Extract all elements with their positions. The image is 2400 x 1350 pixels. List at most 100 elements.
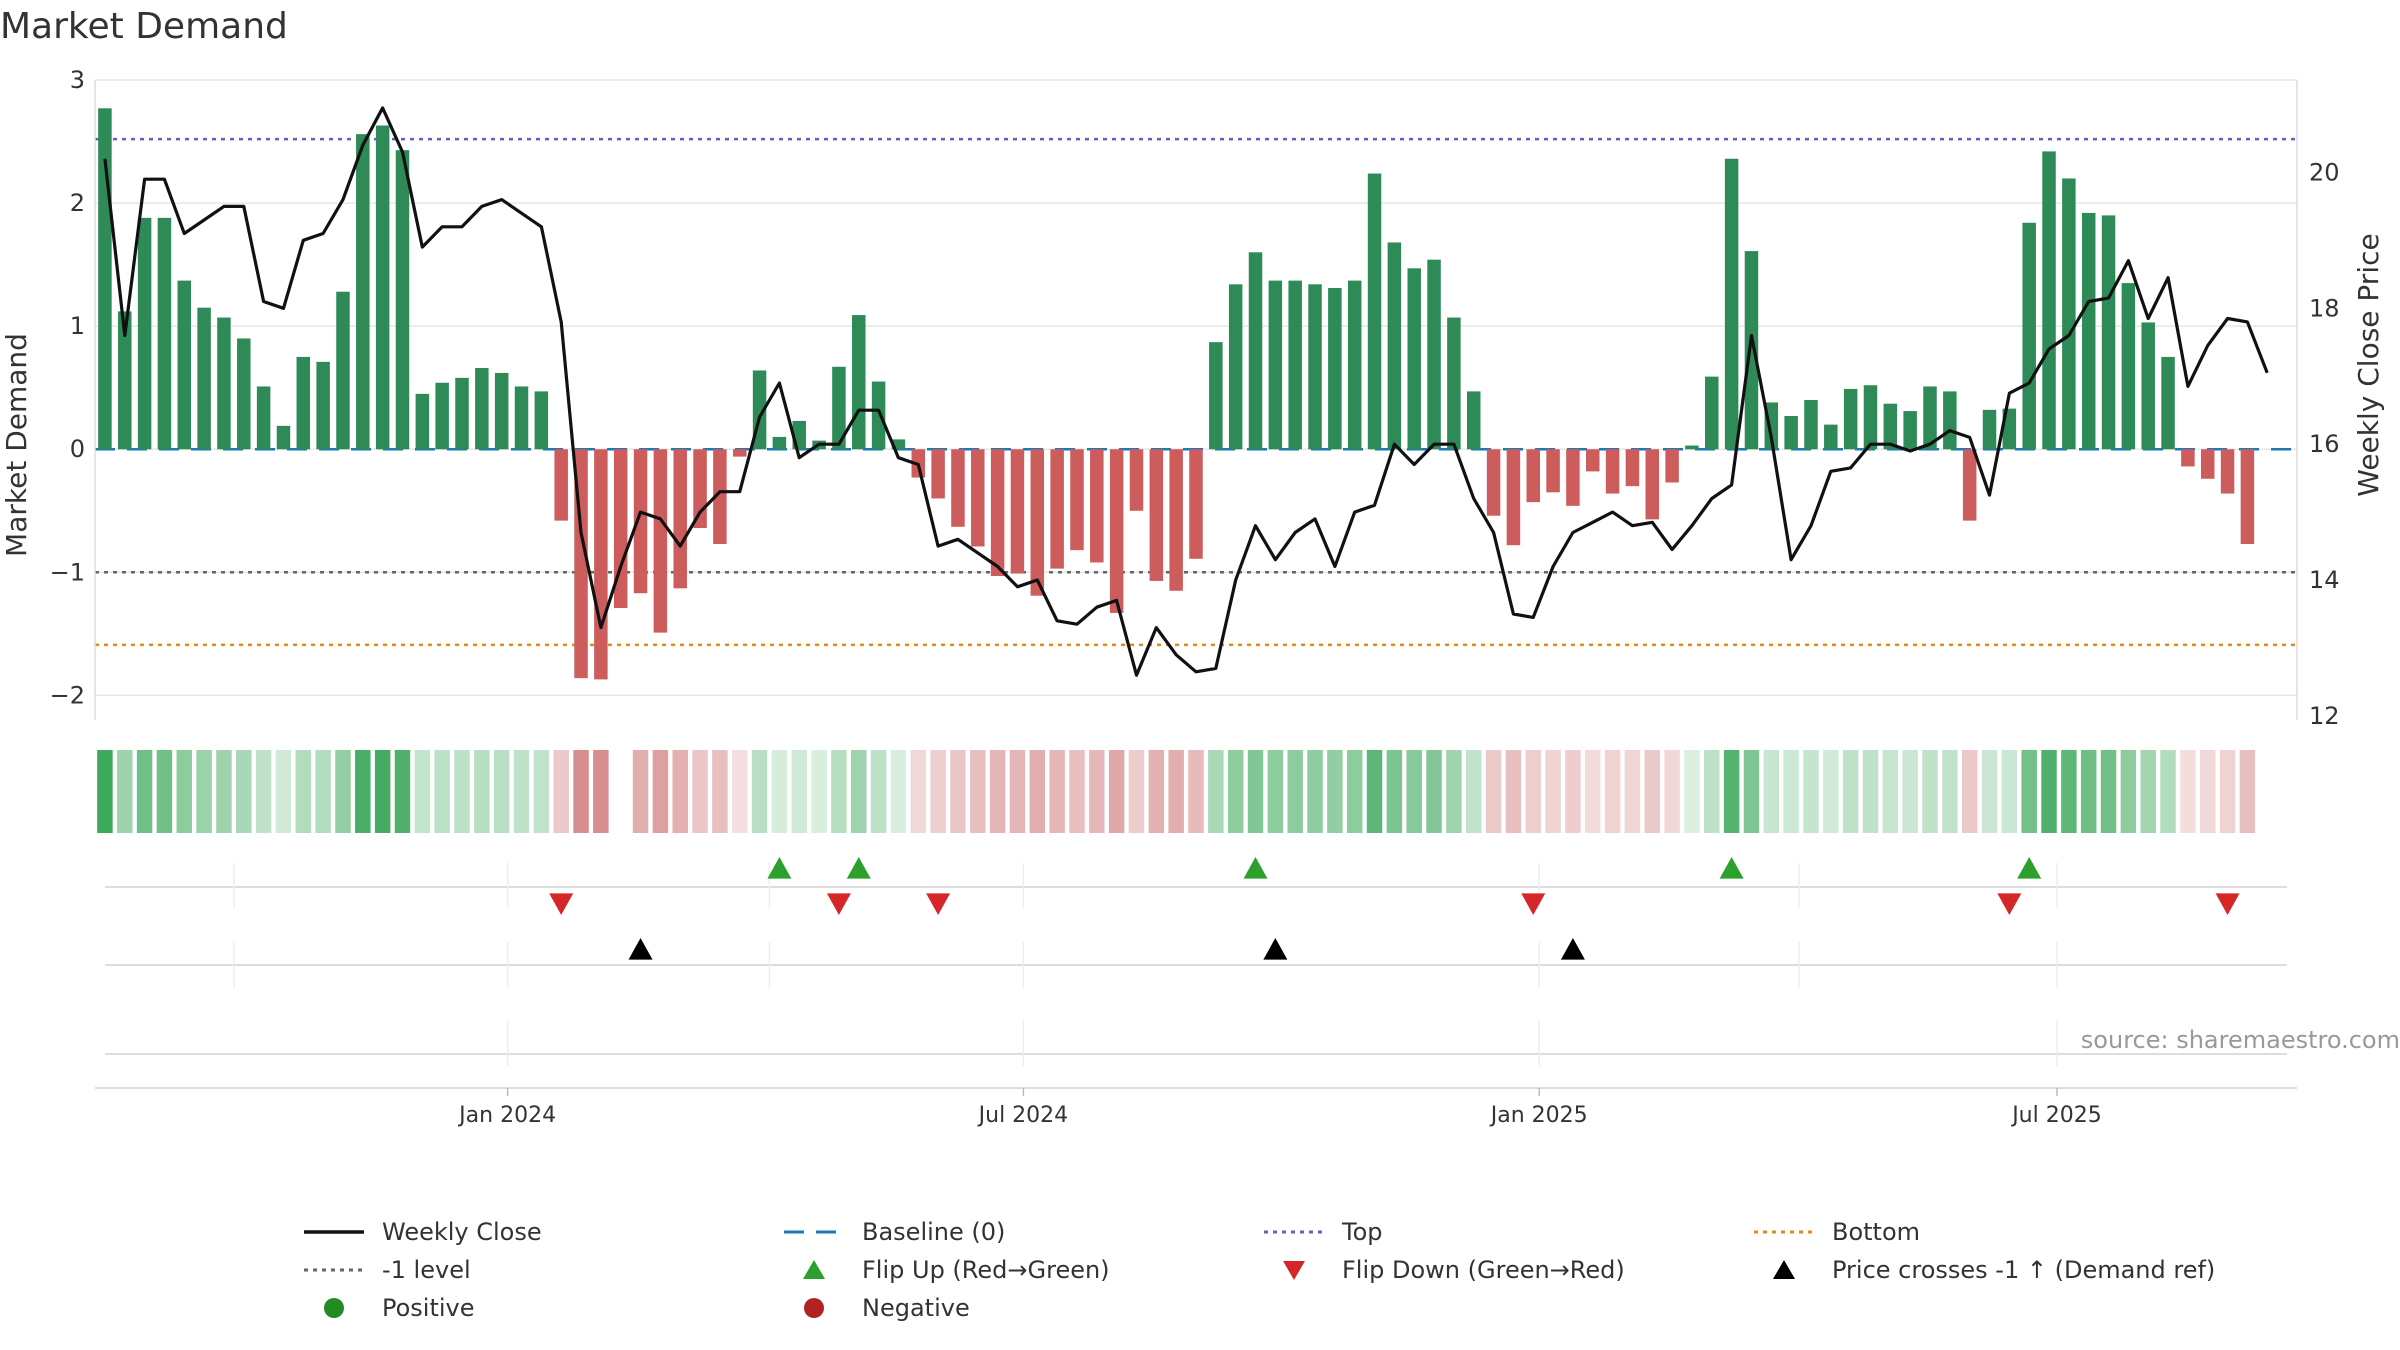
demand-bar-positive xyxy=(2062,178,2076,450)
legend-price-cross: Price crosses -1 ↑ (Demand ref) xyxy=(1750,1252,2215,1288)
legend-label: -1 level xyxy=(382,1256,471,1284)
strip-cell-positive xyxy=(1783,750,1799,833)
strip-cell-positive xyxy=(771,750,788,833)
demand-bar-negative xyxy=(1645,449,1660,520)
demand-bar-negative xyxy=(1506,449,1521,546)
x-tick-label: Jan 2025 xyxy=(1489,1103,1588,1128)
demand-bar-negative xyxy=(1070,449,1084,551)
demand-bar-positive xyxy=(1843,388,1858,450)
strip-cell-positive xyxy=(196,750,212,833)
strip-cell-positive xyxy=(1684,750,1700,833)
strip-cell-negative xyxy=(1525,750,1541,833)
demand-bar-positive xyxy=(356,134,370,450)
strip-cell-positive xyxy=(1465,750,1482,833)
legend-line-solid-icon xyxy=(304,1230,364,1234)
demand-bar-positive xyxy=(296,356,311,450)
demand-bar-negative xyxy=(2220,449,2235,494)
strip-cell-negative xyxy=(712,750,728,833)
legend-label: Flip Up (Red→Green) xyxy=(862,1256,1110,1284)
legend-positive: Positive xyxy=(300,1290,475,1326)
demand-bar-positive xyxy=(2161,356,2175,450)
demand-bar-positive xyxy=(415,393,430,450)
demand-bar-positive xyxy=(316,361,330,450)
demand-bar-negative xyxy=(1526,449,1540,503)
demand-bar-positive xyxy=(2022,222,2036,450)
strip-cell-positive xyxy=(1723,750,1740,833)
strip-cell-negative xyxy=(652,750,669,833)
flip-up-marker xyxy=(1243,857,1268,879)
flip-down-marker xyxy=(1997,893,2022,915)
demand-bar-positive xyxy=(1903,411,1917,450)
reference-lines xyxy=(95,137,2297,647)
strip-cell-negative xyxy=(593,750,609,833)
demand-bars xyxy=(98,108,2255,680)
demand-bar-negative xyxy=(1189,449,1203,559)
y-tick-label: 2 xyxy=(70,189,85,217)
close-line-layer xyxy=(103,106,2269,677)
demand-bar-negative xyxy=(1625,449,1640,487)
strip-cell-negative xyxy=(2239,750,2256,833)
demand-bar-positive xyxy=(772,436,787,450)
flip-down-marker xyxy=(1521,893,1546,915)
x-tick-label: Jul 2024 xyxy=(977,1103,1069,1128)
strip-cell-positive xyxy=(1902,750,1918,833)
demand-bar-positive xyxy=(1943,391,1957,450)
y-tick-label: 0 xyxy=(70,435,85,463)
strip-cell-positive xyxy=(2100,750,2117,833)
demand-bar-positive xyxy=(1724,158,1739,450)
strip-cell-positive xyxy=(1922,750,1938,833)
strip-cell-positive xyxy=(851,750,867,833)
strip-cell-positive xyxy=(216,750,232,833)
demand-bar-negative xyxy=(1566,449,1580,506)
demand-bar-positive xyxy=(514,386,529,450)
flip-down-marker xyxy=(549,893,574,915)
demand-bar-negative xyxy=(931,449,945,499)
strip-cell-positive xyxy=(1307,750,1323,833)
strip-cell-positive xyxy=(1763,750,1780,833)
demand-bar-positive xyxy=(1228,284,1243,450)
demand-bar-negative xyxy=(2240,449,2255,544)
demand-bar-negative xyxy=(1010,449,1025,574)
legend: Weekly Close Baseline (0) Top Bottom -1 … xyxy=(300,1214,2260,1344)
demand-bar-negative xyxy=(653,449,668,633)
strip-cell-positive xyxy=(1406,750,1422,833)
y-tick-label: −1 xyxy=(50,558,85,586)
strip-cell-negative xyxy=(1188,750,1204,833)
legend-label: Bottom xyxy=(1832,1218,1921,1246)
strip-cell-positive xyxy=(295,750,312,833)
demand-bar-negative xyxy=(1665,449,1679,483)
strip-cell-positive xyxy=(1346,750,1363,833)
demand-bar-positive xyxy=(852,315,866,450)
strip-cell-positive xyxy=(1704,750,1720,833)
strip-cell-positive xyxy=(275,750,292,833)
strip-cell-positive xyxy=(2041,750,2057,833)
demand-bar-positive xyxy=(197,307,211,450)
demand-bar-positive xyxy=(2101,215,2116,450)
strip-cell-positive xyxy=(2001,750,2018,833)
flip-up-marker xyxy=(1719,857,1744,879)
demand-bar-positive xyxy=(1407,268,1421,450)
strip-cell-positive xyxy=(1882,750,1899,833)
strip-cell-positive xyxy=(1386,750,1403,833)
strip-cell-positive xyxy=(1426,750,1442,833)
strip-cell-positive xyxy=(1842,750,1859,833)
legend-label: Negative xyxy=(862,1294,970,1322)
legend-negative: Negative xyxy=(780,1290,970,1326)
strip-cell-positive xyxy=(1208,750,1224,833)
strip-cell-negative xyxy=(1664,750,1680,833)
flip-down-marker xyxy=(826,893,851,915)
demand-bar-positive xyxy=(217,317,231,450)
strip-cell-positive xyxy=(1743,750,1760,833)
strip-cell-negative xyxy=(950,750,966,833)
legend-line-dotted-icon xyxy=(1264,1230,1324,1234)
strip-cell-positive xyxy=(2061,750,2077,833)
demand-bar-positive xyxy=(2121,283,2136,450)
legend-weekly-close: Weekly Close xyxy=(300,1214,542,1250)
legend-flip-down: Flip Down (Green→Red) xyxy=(1260,1252,1625,1288)
demand-bar-positive xyxy=(2042,151,2056,450)
demand-bar-positive xyxy=(1883,403,1898,450)
demand-bar-positive xyxy=(256,386,271,450)
strip-cell-positive xyxy=(2120,750,2137,833)
demand-bar-positive xyxy=(1923,386,1937,450)
strip-cell-negative xyxy=(2180,750,2196,833)
